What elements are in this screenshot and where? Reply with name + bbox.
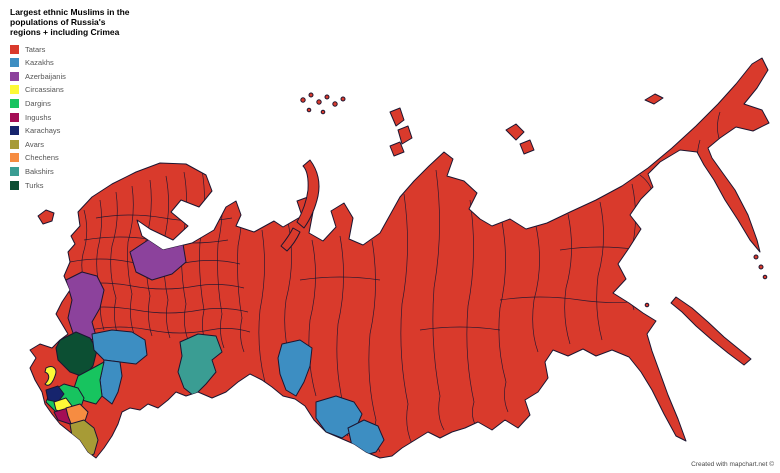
legend-item-tatars: Tatars (10, 44, 160, 54)
legend-swatch-chechens (10, 153, 19, 163)
legend-label: Bakshirs (25, 166, 54, 176)
legend-label: Circassians (25, 85, 64, 95)
island-severnaya-zemlya-1[interactable] (389, 107, 405, 127)
legend-item-ingushs: Ingushs (10, 112, 160, 122)
legend-label: Turks (25, 180, 44, 190)
island-franz-josef-2[interactable] (308, 92, 314, 98)
legend-label: Tatars (25, 44, 46, 54)
legend-label: Kazakhs (25, 58, 54, 68)
legend-item-circassians: Circassians (10, 85, 160, 95)
legend-title: Largest ethnic Muslims in the population… (10, 7, 130, 38)
legend-swatch-bakshirs (10, 166, 19, 176)
island-new-siberian-1[interactable] (505, 123, 525, 141)
island-kuril-1[interactable] (753, 254, 759, 260)
region-karachays-karachay-cherkessia[interactable] (45, 385, 65, 403)
legend-items: Tatars Kazakhs Azerbaijanis Circassians Darg… (10, 44, 160, 190)
legend-swatch-karachays (10, 126, 19, 136)
region-kaliningrad[interactable] (37, 209, 55, 225)
island-wrangel[interactable] (644, 93, 664, 105)
legend-swatch-dargins (10, 98, 19, 108)
attribution-text: Created with mapchart.net © (691, 461, 774, 468)
legend-swatch-avars (10, 139, 19, 149)
island-franz-josef-8[interactable] (320, 109, 326, 115)
legend-item-azerbaijanis: Azerbaijanis (10, 71, 160, 81)
island-franz-josef-7[interactable] (306, 107, 312, 113)
region-kazakhs-omsk[interactable] (277, 339, 313, 397)
legend-swatch-kazakhs (10, 58, 19, 68)
region-bakshirs-orenburg[interactable] (177, 333, 223, 397)
legend-swatch-circassians (10, 85, 19, 95)
legend-swatch-turks (10, 180, 19, 190)
legend-label: Dargins (25, 98, 51, 108)
legend-label: Ingushs (25, 112, 52, 122)
region-circassians-adygea[interactable] (44, 366, 57, 386)
legend-swatch-ingushs (10, 112, 19, 122)
legend-item-avars: Avars (10, 139, 160, 149)
island-severnaya-zemlya-3[interactable] (389, 141, 405, 157)
region-azerbaijanis-west-band[interactable] (65, 271, 105, 345)
legend-label: Avars (25, 139, 45, 149)
legend-item-bakshirs: Bakshirs (10, 166, 160, 176)
island-franz-josef-3[interactable] (316, 99, 322, 105)
legend-item-chechens: Chechens (10, 153, 160, 163)
island-novaya-zemlya-north[interactable] (296, 159, 320, 229)
legend-item-karachays: Karachays (10, 126, 160, 136)
island-new-siberian-2[interactable] (519, 139, 535, 155)
legend-label: Karachays (25, 126, 61, 136)
island-franz-josef-1[interactable] (300, 97, 306, 103)
legend-swatch-azerbaijanis (10, 71, 19, 81)
legend-item-dargins: Dargins (10, 98, 160, 108)
region-kazakhs-volgograd[interactable] (91, 329, 148, 365)
legend-swatch-tatars (10, 44, 19, 54)
island-okhotsk-small[interactable] (644, 302, 650, 308)
island-severnaya-zemlya-2[interactable] (397, 125, 413, 145)
islands (37, 92, 768, 366)
island-kuril-3[interactable] (762, 274, 768, 280)
legend-label: Chechens (25, 153, 59, 163)
island-sakhalin[interactable] (670, 296, 752, 366)
island-franz-josef-4[interactable] (324, 94, 330, 100)
island-franz-josef-5[interactable] (332, 101, 338, 107)
legend: Largest ethnic Muslims in the population… (10, 7, 160, 194)
island-novaya-zemlya-south[interactable] (280, 227, 301, 252)
island-franz-josef-6[interactable] (340, 96, 346, 102)
island-kuril-2[interactable] (758, 264, 764, 270)
legend-label: Azerbaijanis (25, 71, 66, 81)
legend-item-kazakhs: Kazakhs (10, 58, 160, 68)
legend-item-turks: Turks (10, 180, 160, 190)
